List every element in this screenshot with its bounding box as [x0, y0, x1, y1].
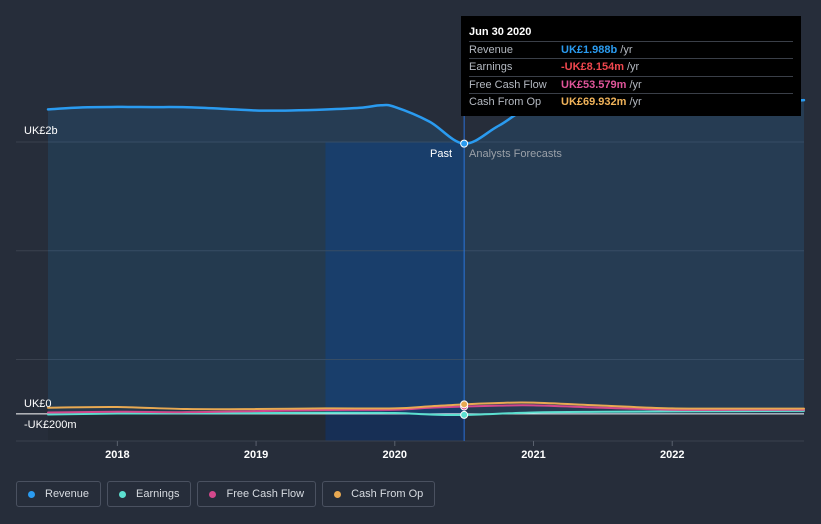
legend-dot-icon: [209, 490, 217, 498]
tooltip-label: Revenue: [469, 43, 514, 56]
chart-text: Past Analysts Forecasts UK£2b UK£0 -UK£200…: [24, 125, 684, 461]
x-tick-label: 2019: [244, 449, 268, 461]
past-label: Past: [430, 148, 452, 160]
y-tick-label: UK£2b: [24, 125, 58, 137]
legend-dot-icon: [334, 490, 342, 498]
revenue-area: [48, 100, 804, 414]
legend-item-earnings[interactable]: Earnings: [107, 481, 192, 507]
tooltip: Jun 30 2020 Revenue UK£1.988b /yr Earnin…: [461, 16, 801, 116]
y-tick-label: UK£0: [24, 398, 52, 410]
chart-area-fills: [48, 100, 804, 414]
free-cash-flow-line: [47, 404, 805, 414]
tooltip-row-revenue: Revenue UK£1.988b /yr: [469, 40, 793, 58]
legend-label: Revenue: [45, 488, 90, 500]
tooltip-label: Cash From Op: [469, 96, 542, 108]
tooltip-label: Free Cash Flow: [469, 78, 547, 91]
x-tick-label: 2018: [105, 449, 129, 461]
legend-item-cash-from-op[interactable]: Cash From Op: [322, 481, 436, 507]
tooltip-value: UK£1.988b: [561, 43, 618, 56]
x-tick-label: 2022: [660, 449, 684, 461]
tooltip-unit: /yr: [626, 61, 640, 73]
tooltip-unit: /yr: [620, 43, 633, 56]
legend-item-free-cash-flow[interactable]: Free Cash Flow: [197, 481, 317, 507]
legend-dot-icon: [119, 490, 127, 498]
chart-bands: [48, 142, 465, 441]
tooltip-row-cash-from-op: Cash From Op UK£69.932m /yr: [469, 93, 793, 110]
chart: Past Analysts Forecasts UK£2b UK£0 -UK£200…: [16, 98, 806, 461]
legend-dot-icon: [28, 490, 35, 498]
legend-label: Free Cash Flow: [226, 488, 305, 500]
cash-from-op-line: [47, 401, 805, 411]
legend-label: Earnings: [136, 488, 180, 500]
chart-markers: [460, 139, 469, 419]
legend-item-revenue[interactable]: Revenue: [16, 481, 102, 507]
earnings-line: [47, 409, 805, 417]
forecast-label: Analysts Forecasts: [469, 148, 562, 160]
legend-label: Cash From Op: [351, 488, 424, 500]
tooltip-row-free-cash-flow: Free Cash Flow UK£53.579m /yr: [469, 75, 793, 93]
x-tick-label: 2020: [383, 449, 407, 461]
past-highlight-band: [325, 142, 465, 441]
tooltip-value: UK£53.579m: [561, 78, 627, 91]
tooltip-unit: /yr: [629, 78, 642, 91]
tooltip-label: Earnings: [469, 61, 513, 73]
legend: Revenue Earnings Free Cash Flow Cash Fro…: [16, 481, 441, 507]
x-tick-label: 2021: [521, 449, 545, 461]
tooltip-value: UK£69.932m: [561, 96, 627, 108]
tooltip-row-earnings: Earnings -UK£8.154m /yr: [469, 58, 793, 75]
earnings-point: [460, 410, 469, 419]
tooltip-date: Jun 30 2020: [469, 26, 532, 38]
revenue-point: [460, 139, 469, 148]
tooltip-value: -UK£8.154m: [561, 61, 624, 73]
cash-from-op-point: [460, 400, 469, 409]
history-band: [48, 142, 326, 441]
tooltip-unit: /yr: [629, 96, 642, 108]
y-tick-label: -UK£200m: [24, 419, 77, 431]
